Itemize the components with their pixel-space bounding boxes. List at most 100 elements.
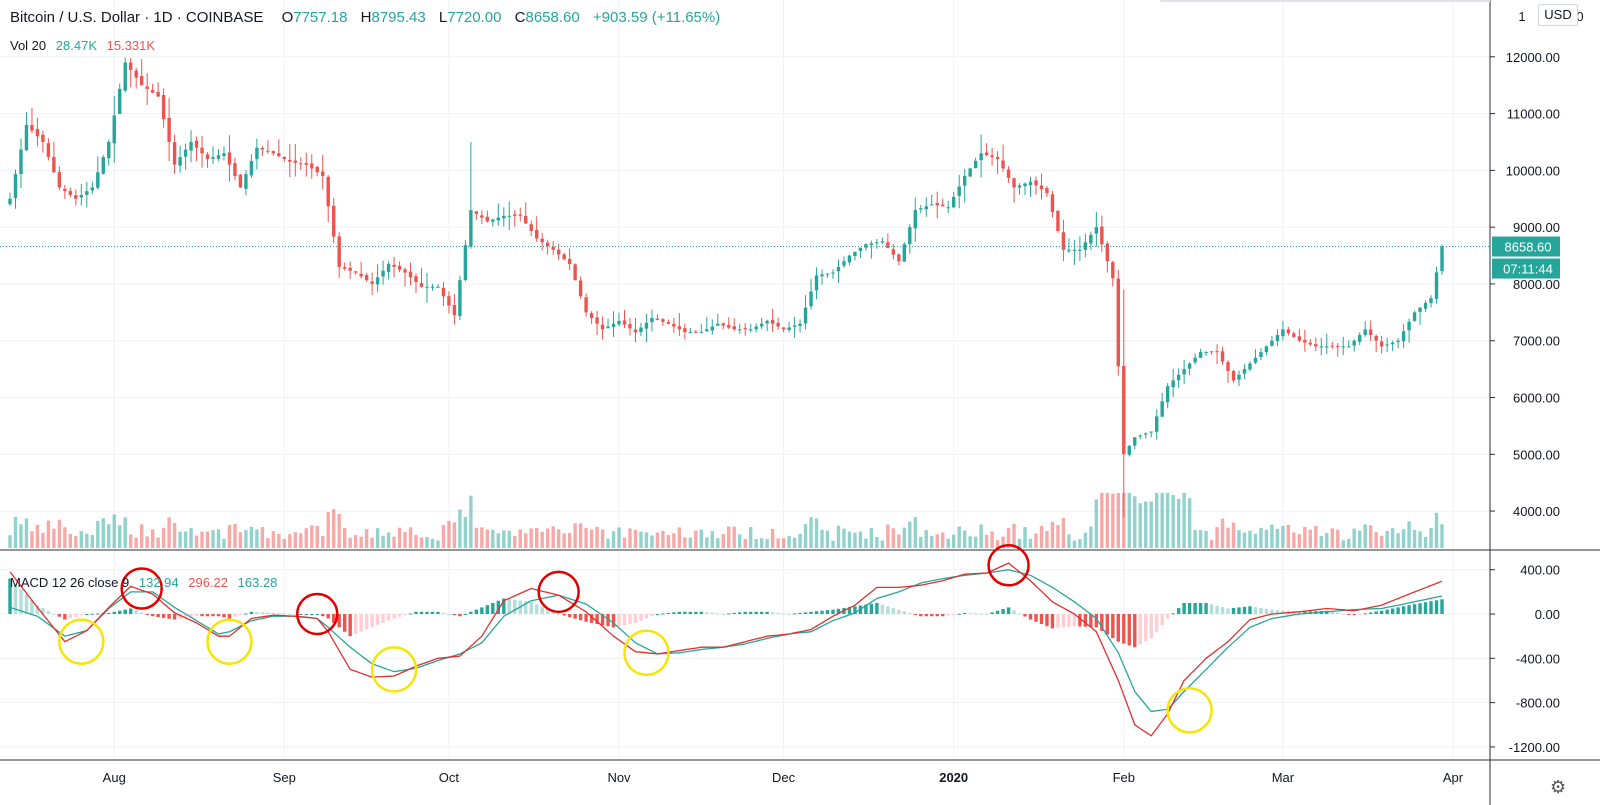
macd-hist-bar-219	[1209, 604, 1214, 615]
candle-body-38	[216, 155, 221, 159]
candle-body-130	[721, 323, 725, 326]
candle-body-140	[776, 322, 780, 327]
macd-hist-bar-184	[1017, 613, 1022, 615]
candle-body-119	[661, 319, 665, 322]
volume-bar-150	[831, 540, 835, 548]
candle-body-172	[951, 196, 956, 208]
candle-body-24	[139, 75, 144, 86]
candle-body-178	[984, 152, 989, 156]
macd-hist-bar-99	[551, 611, 555, 615]
candle-body-33	[189, 141, 193, 151]
volume-bar-182	[1006, 527, 1011, 548]
price-tick-label-0: 12000.00	[1506, 50, 1560, 65]
volume-bar-67	[375, 528, 380, 548]
macd-hist-bar-49	[277, 613, 281, 615]
volume-bar-193	[1067, 534, 1071, 548]
volume-bar-249	[1374, 532, 1378, 548]
candle-body-39	[222, 153, 226, 156]
annotation-circle-2	[206, 618, 253, 665]
candle-body-183	[1012, 178, 1016, 188]
candle-body-54	[304, 162, 308, 165]
macd-hist-bar-102	[567, 614, 572, 618]
candle-body-235	[1297, 336, 1302, 341]
volume-bar-237	[1308, 529, 1313, 548]
macd-hist-bar-11	[68, 614, 73, 619]
candle-body-28	[161, 94, 166, 120]
countdown-badge	[1492, 258, 1560, 279]
macd-hist-bar-115	[639, 614, 643, 621]
macd-hist-bar-188	[1039, 614, 1044, 624]
volume-bar-42	[238, 532, 243, 548]
macd-hist-bar-178	[984, 614, 989, 616]
candle-body-81	[452, 305, 457, 316]
candle-body-184	[1017, 185, 1022, 188]
macd-hist-bar-198	[1094, 614, 1099, 628]
macd-hist-bar-255	[1407, 605, 1411, 615]
volume-bar-69	[386, 532, 391, 548]
candle-body-133	[738, 329, 742, 331]
volume-bar-44	[249, 526, 254, 548]
candle-body-174	[962, 176, 967, 186]
annotation-circle-6	[623, 629, 670, 677]
candle-body-23	[134, 70, 138, 78]
macd-hist-bar-191	[1056, 614, 1060, 628]
currency-button[interactable]: USD	[1538, 4, 1578, 26]
candle-body-47	[266, 150, 270, 152]
candle-body-52	[293, 160, 298, 163]
candle-body-74	[414, 276, 418, 283]
candle-body-86	[480, 215, 484, 218]
macd-hist-bar-112	[622, 614, 627, 626]
volume-bar-202	[1116, 492, 1120, 548]
volume-bar-137	[759, 538, 764, 548]
volume-bar-199	[1100, 492, 1104, 548]
macd-hist-bar-43	[244, 613, 248, 615]
macd-hist-bar-74	[414, 611, 418, 615]
candle-body-148	[820, 274, 824, 277]
macd-hist-bar-107	[595, 614, 599, 624]
macd-hist-bar-29	[167, 614, 171, 619]
candle-body-97	[540, 238, 544, 243]
gear-icon[interactable]: ⚙	[1550, 777, 1567, 797]
volume-bar-95	[529, 528, 533, 548]
candle-body-246	[1358, 335, 1362, 342]
candle-body-240	[1325, 346, 1329, 348]
volume-bar-87	[485, 529, 490, 548]
volume-bar-76	[425, 537, 429, 548]
volume-bar-80	[447, 520, 451, 548]
candle-body-98	[545, 242, 550, 247]
volume-bar-17	[101, 518, 105, 548]
candle-body-34	[194, 140, 199, 148]
candle-body-213	[1176, 374, 1181, 381]
volume-bar-12	[74, 536, 78, 548]
volume-bar-112	[622, 537, 627, 548]
volume-bar-143	[792, 537, 797, 548]
candle-body-109	[606, 326, 610, 329]
volume-bar-123	[683, 537, 687, 548]
macd-hist-bar-201	[1111, 614, 1115, 639]
volume-bar-161	[891, 528, 896, 548]
volume-bar-178	[984, 534, 989, 548]
macd-hist-bar-183	[1012, 610, 1016, 615]
candle-body-219	[1209, 351, 1214, 353]
candle-body-79	[441, 287, 446, 297]
volume-bar-47	[266, 538, 270, 548]
macd-hist-bar-96	[535, 604, 539, 615]
volume-bar-73	[408, 527, 413, 548]
macd-hist-bar-68	[381, 614, 385, 623]
candle-body-201	[1111, 262, 1115, 279]
candle-body-194	[1072, 249, 1077, 251]
candle-body-210	[1160, 401, 1164, 417]
candle-body-233	[1286, 329, 1291, 334]
volume-bar-142	[787, 535, 791, 548]
macd-hist-bar-208	[1149, 614, 1153, 639]
volume-bar-105	[584, 528, 588, 548]
macd-hist-bar-50	[282, 613, 287, 615]
volume-bar-140	[776, 538, 780, 548]
time-label-4: Dec	[772, 770, 796, 785]
volume-bar-255	[1407, 521, 1411, 548]
volume-bar-232	[1281, 525, 1285, 548]
candle-body-113	[628, 324, 632, 329]
candle-body-67	[375, 277, 380, 285]
macd-hist-bar-166	[919, 614, 923, 617]
